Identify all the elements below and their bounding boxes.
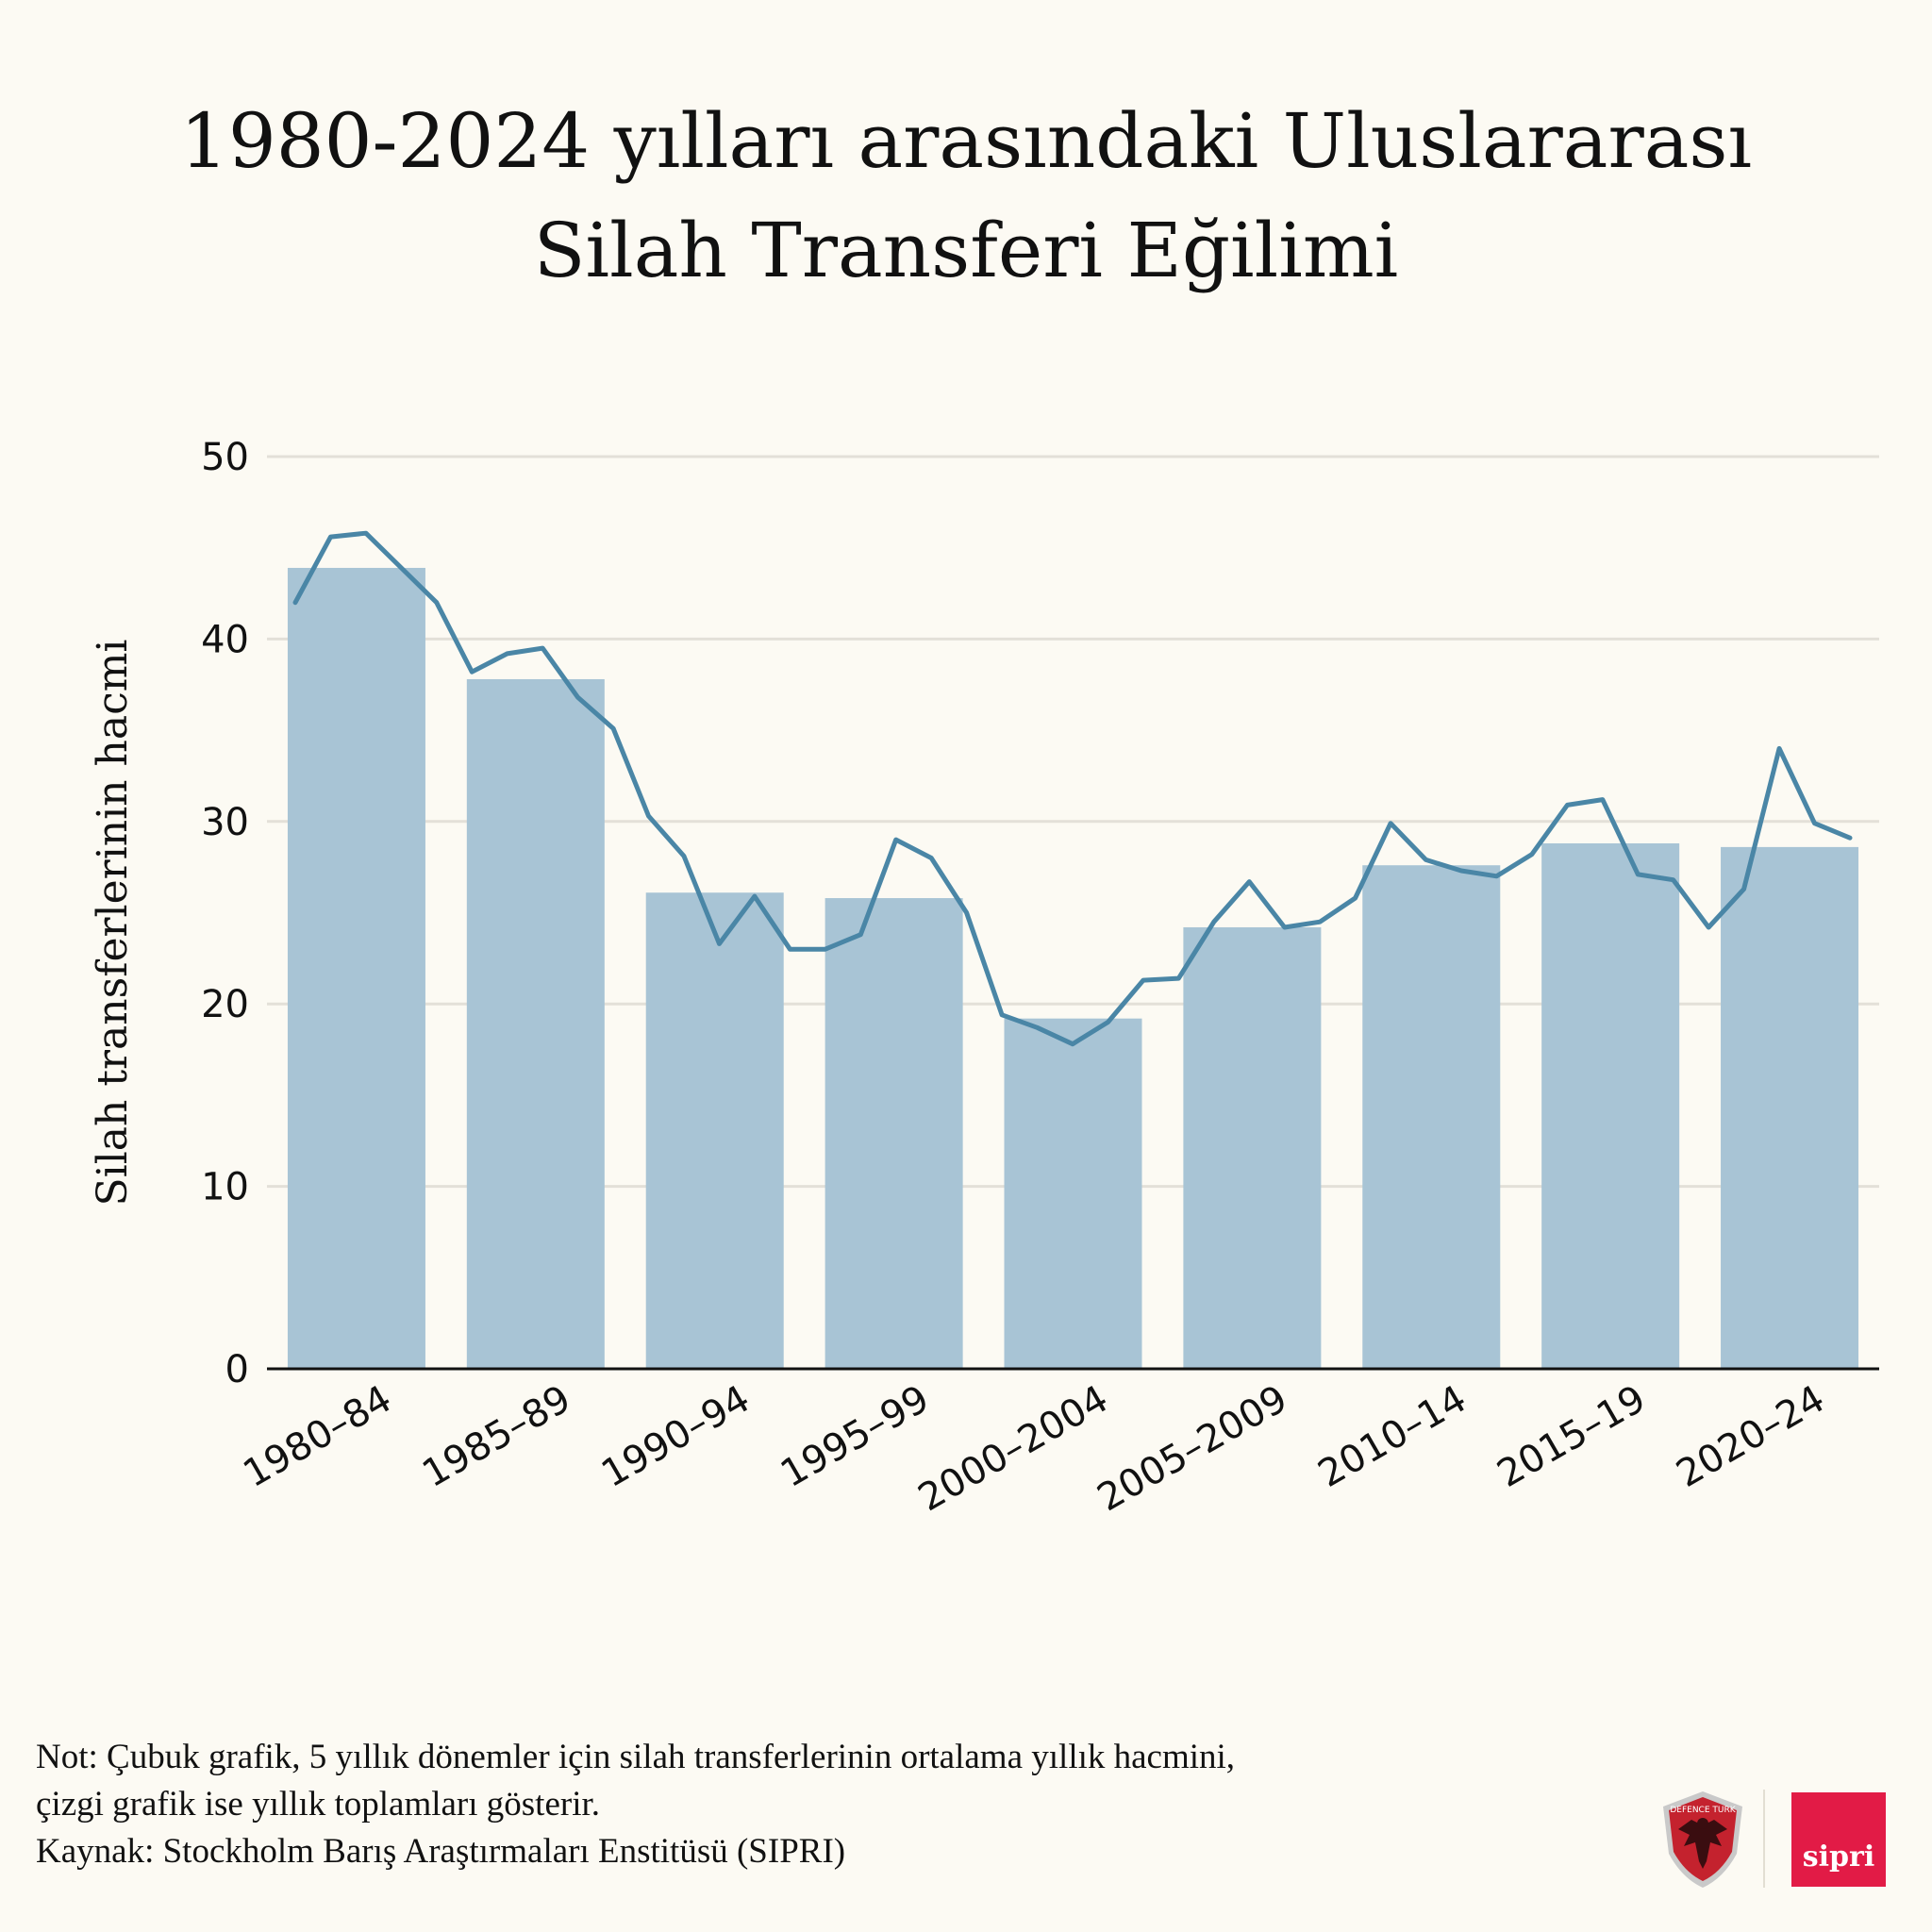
y-tick-label: 30 <box>201 801 249 844</box>
chart-title: 1980-2024 yılları arasındaki Uluslararas… <box>0 87 1932 306</box>
defence-turk-text: DEFENCE TURK <box>1670 1806 1736 1815</box>
x-tick-label: 2015–19 <box>1491 1377 1654 1496</box>
bar <box>1004 1018 1142 1369</box>
title-line-2: Silah Transferi Eğilimi <box>533 207 1399 294</box>
bars <box>287 567 1859 1369</box>
bar <box>1362 865 1501 1369</box>
source-line: Kaynak: Stockholm Barış Araştırmaları En… <box>36 1832 846 1871</box>
title-line-1: 1980-2024 yılları arasındaki Uluslararas… <box>179 97 1753 185</box>
x-tick-label: 1990–94 <box>594 1377 758 1496</box>
x-tick-label: 2000–2004 <box>911 1377 1116 1521</box>
sipri-logo: sipri <box>1791 1792 1886 1887</box>
logos: DEFENCE TURK sipri <box>1656 1788 1891 1891</box>
bar <box>466 678 605 1369</box>
bar <box>1183 926 1322 1369</box>
bar <box>645 892 784 1369</box>
footer-notes: Not: Çubuk grafik, 5 yıllık dönemler içi… <box>36 1734 1640 1875</box>
annual-trend-line <box>292 530 1853 1047</box>
y-tick-label: 0 <box>225 1348 249 1391</box>
note-line-2: çizgi grafik ise yıllık toplamları göste… <box>36 1785 601 1824</box>
x-tick-label: 1985–89 <box>415 1377 578 1496</box>
note-line-1: Not: Çubuk grafik, 5 yıllık dönemler içi… <box>36 1738 1236 1776</box>
x-tick-label: 2005–2009 <box>1091 1377 1295 1521</box>
y-tick-label: 20 <box>201 983 249 1026</box>
bar <box>287 567 425 1369</box>
y-axis-label: Silah transferlerinin hacmi <box>89 639 137 1206</box>
x-tick-label: 2020–24 <box>1669 1377 1832 1496</box>
bar <box>1721 846 1859 1369</box>
y-tick-label: 50 <box>201 436 249 479</box>
logo-divider <box>1763 1790 1765 1888</box>
bar <box>1541 843 1680 1369</box>
y-tick-label: 40 <box>201 618 249 661</box>
x-tick-label: 1995–99 <box>774 1377 937 1496</box>
x-tick-label: 2010–14 <box>1311 1377 1474 1496</box>
x-tick-label: 1980–84 <box>236 1377 399 1496</box>
defence-turk-logo: DEFENCE TURK <box>1663 1791 1742 1888</box>
bar <box>824 898 963 1369</box>
y-tick-label: 10 <box>201 1166 249 1209</box>
annual-line <box>292 530 1853 1047</box>
